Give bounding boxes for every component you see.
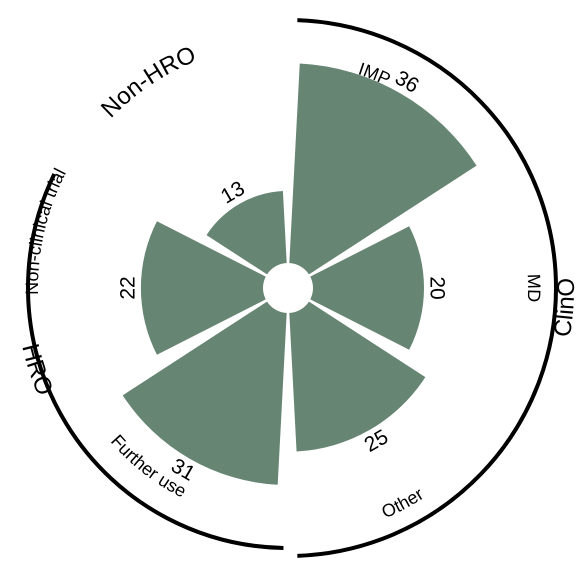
group-label-hro: HRO (16, 341, 58, 399)
group-arc-hro (26, 173, 284, 550)
bar-md (310, 226, 424, 350)
category-label-other: Other (378, 484, 426, 522)
group-label-non-hro: Non-HRO (96, 41, 200, 123)
bar-other (289, 301, 426, 452)
value-label-non-clinical-trial: 22 (116, 276, 139, 299)
bar-non-clinical-trial (140, 221, 266, 355)
bar-imp (289, 63, 477, 275)
value-label-md: 20 (426, 276, 449, 299)
wedge-layer (122, 63, 477, 485)
group-arc-layer (26, 18, 558, 558)
category-label-non-clinical-trial: Non-clinical trial (22, 165, 70, 295)
group-arc-clino (297, 18, 558, 558)
bar-further-use (122, 301, 287, 485)
category-label-md: MD (524, 274, 544, 303)
group-label-clino: ClinO (549, 278, 579, 339)
bar-non-hro (206, 190, 287, 275)
